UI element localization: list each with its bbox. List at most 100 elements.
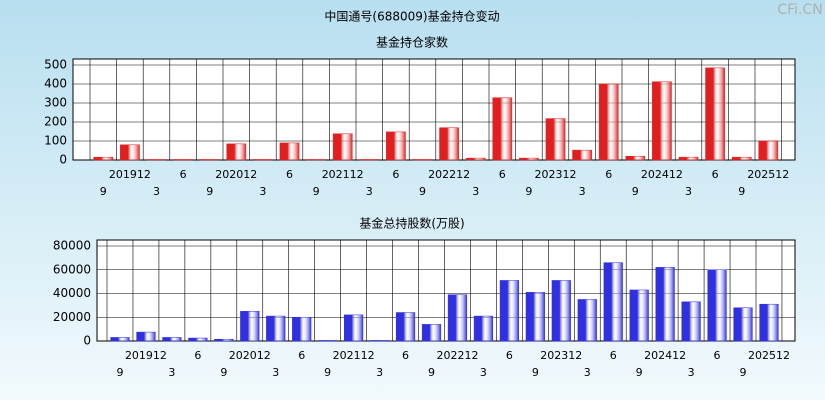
x-tick-label: 9 [324, 366, 331, 379]
x-tick-label: 9 [532, 366, 539, 379]
y-tick-label: 40000 [53, 286, 91, 300]
x-tick-label: 6 [194, 349, 201, 362]
x-tick-label: 9 [313, 185, 320, 198]
bar [465, 157, 486, 161]
x-tick-label: 9 [116, 366, 123, 379]
x-tick-label: 3 [584, 366, 591, 379]
bar [731, 156, 752, 161]
bar [226, 143, 247, 161]
bar [306, 159, 326, 161]
x-tick-label: 3 [272, 366, 279, 379]
x-tick-label: 6 [506, 349, 513, 362]
bar [412, 159, 433, 161]
bar [525, 292, 545, 342]
x-tick-label: 202312 [535, 168, 577, 181]
x-tick-label: 6 [605, 168, 612, 181]
bar [577, 299, 597, 342]
x-tick-label: 202112 [333, 349, 375, 362]
bar [499, 280, 519, 342]
x-tick-label: 201912 [125, 349, 167, 362]
x-tick-label: 9 [740, 366, 747, 379]
plot-area [96, 239, 796, 342]
bar [598, 83, 619, 161]
x-tick-label: 3 [480, 366, 487, 379]
x-tick-label: 6 [402, 349, 409, 362]
bar [395, 312, 416, 342]
chart-title: 基金总持股数(万股) [359, 216, 464, 231]
chart-title: 基金持仓家数 [376, 35, 448, 50]
x-tick-label: 9 [525, 185, 532, 198]
bar [359, 159, 380, 161]
bar [758, 140, 779, 161]
page-title: 中国通号(688009)基金持仓变动 [324, 9, 499, 24]
x-tick-label: 6 [286, 168, 293, 181]
bar [421, 324, 442, 342]
x-tick-label: 3 [685, 185, 692, 198]
bar [519, 157, 539, 161]
y-tick-label: 0 [59, 153, 67, 167]
bar [146, 159, 167, 161]
bar [369, 340, 390, 342]
bar [266, 315, 286, 342]
watermark: CFi.CN [777, 2, 822, 18]
bar [652, 81, 672, 161]
bar [551, 280, 571, 342]
bar [705, 67, 725, 161]
x-tick-label: 201912 [109, 168, 151, 181]
bar [120, 144, 140, 161]
x-tick-label: 3 [579, 185, 586, 198]
bar [199, 159, 220, 161]
x-tick-label: 3 [168, 366, 175, 379]
bar [110, 337, 130, 342]
x-tick-label: 202412 [644, 349, 686, 362]
bar [386, 131, 406, 161]
bar [253, 159, 273, 161]
bar [439, 127, 459, 161]
x-tick-label: 202212 [428, 168, 470, 181]
x-tick-label: 9 [220, 366, 227, 379]
bar [447, 294, 468, 342]
y-tick-label: 500 [44, 58, 67, 72]
bar [733, 307, 753, 342]
bar [629, 289, 649, 342]
x-tick-label: 202212 [436, 349, 478, 362]
x-tick-label: 9 [428, 366, 435, 379]
x-tick-label: 9 [100, 185, 107, 198]
x-tick-label: 3 [688, 366, 695, 379]
bar [214, 338, 234, 342]
x-tick-label: 6 [712, 168, 719, 181]
bar [344, 314, 364, 342]
x-tick-label: 6 [714, 349, 721, 362]
x-tick-label: 202112 [322, 168, 364, 181]
y-tick-label: 20000 [53, 310, 91, 324]
bar [681, 301, 701, 342]
bar [545, 118, 566, 161]
bar [292, 317, 312, 342]
x-tick-label: 3 [259, 185, 266, 198]
x-tick-label: 6 [298, 349, 305, 362]
x-tick-label: 202012 [229, 349, 271, 362]
bar [678, 156, 699, 161]
x-tick-label: 3 [366, 185, 373, 198]
plot-area [72, 58, 796, 161]
bar [603, 262, 623, 342]
bar [625, 155, 646, 161]
x-tick-label: 6 [180, 168, 187, 181]
bar [279, 142, 300, 161]
bar [162, 337, 182, 342]
x-tick-label: 9 [419, 185, 426, 198]
bar [136, 331, 156, 342]
x-tick-label: 6 [610, 349, 617, 362]
y-tick-label: 100 [44, 134, 67, 148]
bar [188, 337, 208, 342]
x-tick-label: 9 [738, 185, 745, 198]
bar [93, 156, 114, 161]
x-tick-label: 202512 [747, 168, 789, 181]
x-tick-label: 9 [632, 185, 639, 198]
y-tick-label: 300 [44, 96, 67, 110]
x-tick-label: 6 [499, 168, 506, 181]
bar [240, 311, 260, 342]
y-tick-label: 400 [44, 77, 67, 91]
bar [173, 159, 193, 161]
x-tick-label: 9 [636, 366, 643, 379]
